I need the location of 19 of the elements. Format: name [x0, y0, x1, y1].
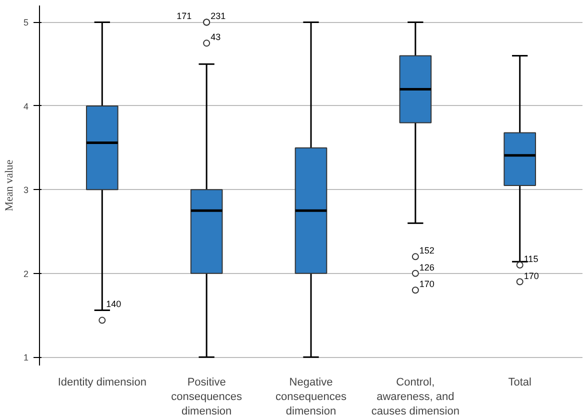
x-tick-label: Identity dimension	[58, 376, 146, 388]
x-tick-label: Negative consequences dimension	[276, 376, 347, 418]
y-tick-label: 5	[23, 18, 29, 28]
y-tick-label: 2	[23, 268, 29, 279]
y-tick-label: 4	[23, 101, 29, 112]
annotation: 140	[106, 299, 122, 310]
annotation: 171	[176, 11, 192, 22]
annotation: 43	[210, 32, 221, 42]
x-tick-label: Positive consequences dimension	[171, 376, 243, 418]
annotation: 170	[419, 279, 434, 290]
x-tick-label: Total	[508, 376, 532, 388]
annotation: 126	[419, 262, 434, 272]
y-axis-title: Mean value	[3, 160, 16, 212]
annotation: 152	[419, 246, 434, 256]
y-tick-label: 3	[23, 185, 29, 196]
x-tick-label: Control, awareness, and causes dimension	[371, 376, 460, 418]
y-tick-label: 1	[23, 352, 29, 363]
annotation: 170	[524, 270, 539, 281]
annotation: 231	[210, 11, 226, 22]
